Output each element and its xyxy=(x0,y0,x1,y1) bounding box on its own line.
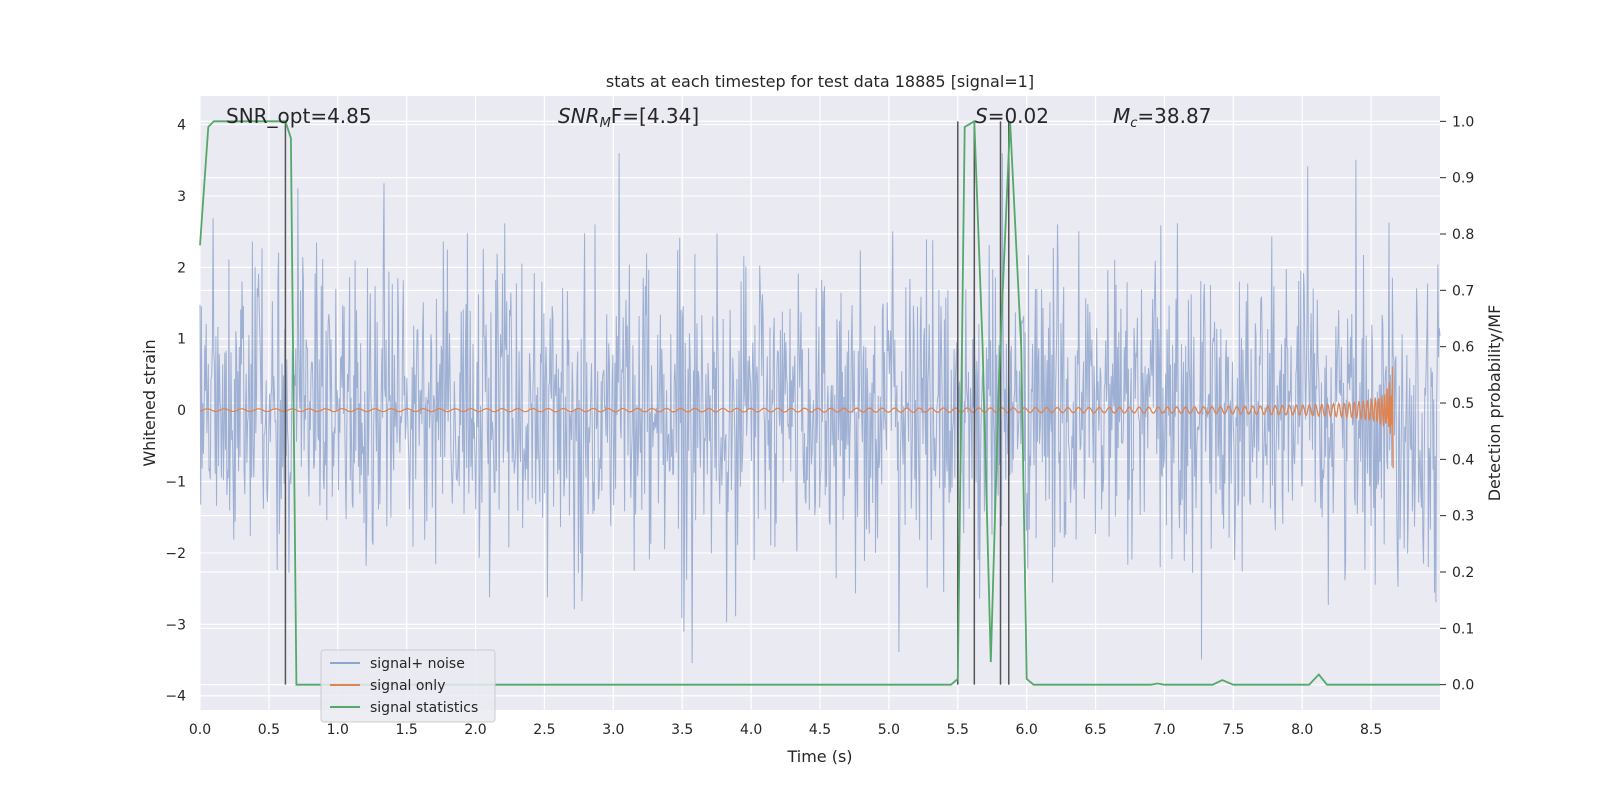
y-tick-label: 4 xyxy=(177,118,186,134)
annotation-snr-mf: SNRMF=[4.34] xyxy=(558,104,699,131)
snr-mf-main: SNR xyxy=(558,104,600,128)
x-tick-labels: 0.0 0.5 1.0 1.5 2.0 2.5 3.0 3.5 4.0 4.5 5.0 5.5 6.0 6… xyxy=(189,722,1382,738)
y-right-axis-label: Detection probability/MF xyxy=(1485,305,1504,502)
y-right-tick-label: 1.0 xyxy=(1452,114,1474,130)
y-right-tick-label: 0.2 xyxy=(1452,565,1474,581)
y-tick-label: −2 xyxy=(165,546,186,562)
x-tick-label: 1.0 xyxy=(327,722,349,738)
s-rest: =0.02 xyxy=(988,104,1049,128)
x-tick-label: 0.0 xyxy=(189,722,211,738)
series-signal-only xyxy=(199,366,1394,469)
y-right-tick-label: 0.6 xyxy=(1452,340,1474,356)
x-tick-label: 7.0 xyxy=(1153,722,1175,738)
series-line-signal-statistics xyxy=(199,119,1440,686)
y-axis-label: Whitened strain xyxy=(140,339,159,466)
x-tick-label: 5.5 xyxy=(947,722,969,738)
series-line-signal-noise xyxy=(199,153,1441,664)
x-tick-label: 5.0 xyxy=(878,722,900,738)
series-signal-statistics xyxy=(199,119,1440,686)
y-right-tick-label: 0.7 xyxy=(1452,283,1474,299)
x-tick-label: 1.5 xyxy=(396,722,418,738)
series-signal-noise xyxy=(199,153,1441,664)
vertical-markers xyxy=(284,121,1010,685)
legend-box xyxy=(320,649,496,723)
y-tick-label: −3 xyxy=(165,617,186,633)
series-line-signal-only xyxy=(199,366,1394,469)
mc-main: M xyxy=(1113,104,1130,128)
y-tick-label: 1 xyxy=(177,332,186,348)
x-axis-label: Time (s) xyxy=(786,747,852,766)
y-tick-label: 2 xyxy=(177,260,186,276)
x-tick-label: 8.5 xyxy=(1360,722,1382,738)
x-tick-label: 3.5 xyxy=(671,722,693,738)
y-tick-label: −1 xyxy=(165,475,186,491)
legend: signal+ noise signal only signal statist… xyxy=(320,649,496,723)
legend-label-signal-only: signal only xyxy=(370,678,445,694)
y-right-tick-label: 0.4 xyxy=(1452,452,1474,468)
annotation-s: S=0.02 xyxy=(975,104,1049,128)
y-tick-label: 3 xyxy=(177,189,186,205)
y-right-tick-label: 0.8 xyxy=(1452,227,1474,243)
y-tick-labels: −4 −3 −2 −1 0 1 2 3 4 xyxy=(165,118,186,705)
annotation-mc: Mc=38.87 xyxy=(1113,104,1211,131)
y-tick-label: −4 xyxy=(165,689,186,705)
x-tick-label: 2.5 xyxy=(533,722,555,738)
legend-label-signal-statistics: signal statistics xyxy=(370,700,478,716)
mc-rest: =38.87 xyxy=(1137,104,1211,128)
x-tick-label: 7.5 xyxy=(1222,722,1244,738)
x-tick-label: 4.0 xyxy=(740,722,762,738)
chart-title: stats at each timestep for test data 188… xyxy=(606,72,1034,91)
y-tick-label: 0 xyxy=(177,403,186,419)
annotation-snr-opt: SNR_opt=4.85 xyxy=(226,104,372,128)
legend-label-signal-noise: signal+ noise xyxy=(370,656,465,672)
snr-mf-sub: M xyxy=(600,116,611,131)
y-right-tick-label: 0.9 xyxy=(1452,171,1474,187)
mc-sub: c xyxy=(1130,116,1137,131)
x-tick-label: 4.5 xyxy=(809,722,831,738)
y-right-tick-labels: 0.0 0.1 0.2 0.3 0.4 0.5 0.6 0.7 0.8 0.9 1.0 xyxy=(1440,114,1474,694)
y-right-tick-label: 0.1 xyxy=(1452,621,1474,637)
x-tick-label: 3.0 xyxy=(602,722,624,738)
x-tick-label: 6.5 xyxy=(1084,722,1106,738)
y-right-tick-label: 0.5 xyxy=(1452,396,1474,412)
s-main: S xyxy=(975,104,988,128)
snr-mf-rest: F=[4.34] xyxy=(611,104,699,128)
x-tick-label: 0.5 xyxy=(258,722,280,738)
x-tick-label: 6.0 xyxy=(1016,722,1038,738)
x-tick-label: 8.0 xyxy=(1291,722,1313,738)
y-right-tick-label: 0.3 xyxy=(1452,509,1474,525)
y-right-tick-label: 0.0 xyxy=(1452,678,1474,694)
x-tick-label: 2.0 xyxy=(464,722,486,738)
